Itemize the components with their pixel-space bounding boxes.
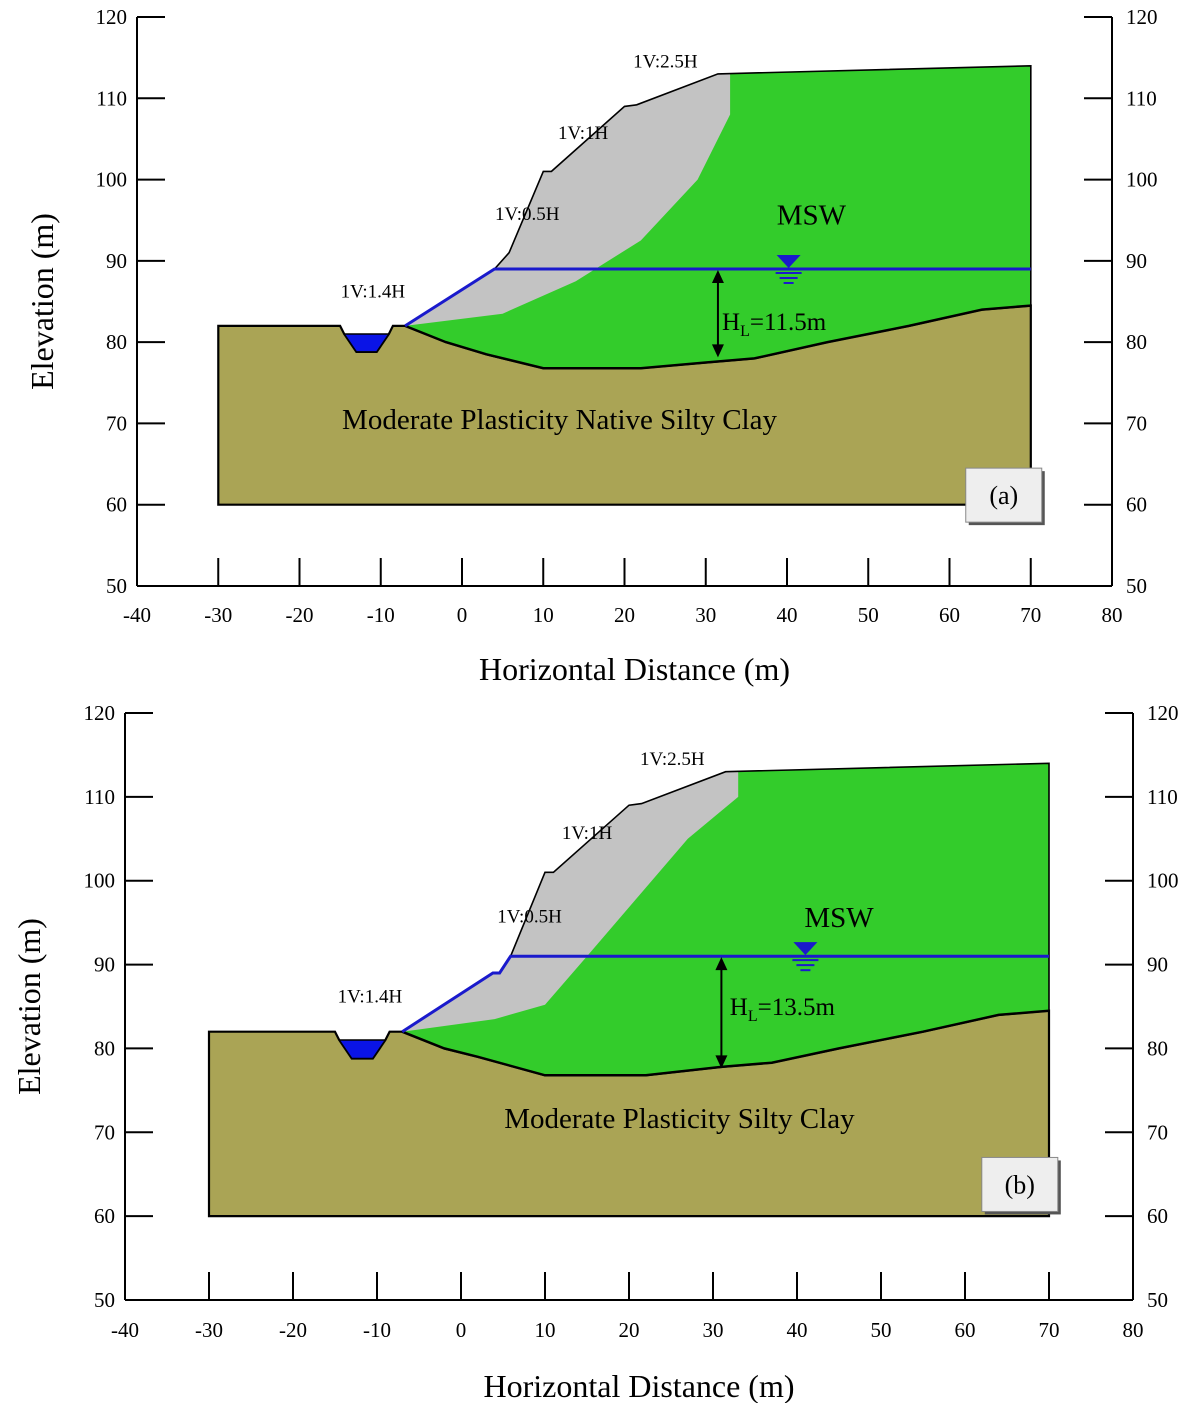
x-tick-label: 10 xyxy=(533,603,554,627)
x-tick-label: -10 xyxy=(367,603,395,627)
slope-label: 1V:0.5H xyxy=(495,204,560,225)
x-tick-label: -20 xyxy=(279,1318,307,1342)
x-tick-label: 40 xyxy=(777,603,798,627)
y-tick-label-right: 110 xyxy=(1126,86,1157,110)
x-tick-label: 30 xyxy=(703,1318,724,1342)
y-tick-label: 100 xyxy=(84,869,116,893)
arrow-head-up xyxy=(711,269,724,283)
y-tick-label-right: 80 xyxy=(1126,330,1147,354)
x-tick-label: 70 xyxy=(1039,1318,1060,1342)
slope-label: 1V:1.4H xyxy=(338,986,403,1007)
y-tick-label: 120 xyxy=(96,5,128,29)
arrow-head-down xyxy=(711,344,724,358)
drainage-pond xyxy=(342,333,391,353)
y-tick-label-right: 70 xyxy=(1147,1120,1168,1144)
msw-region xyxy=(402,763,1049,1076)
y-tick-label: 110 xyxy=(84,785,115,809)
slope-label: 1V:2.5H xyxy=(640,749,705,770)
msw-label: MSW xyxy=(777,199,847,231)
y-tick-label: 70 xyxy=(94,1120,115,1144)
x-tick-label: 0 xyxy=(457,603,468,627)
leachate-head-label: HL=13.5m xyxy=(730,994,836,1025)
x-tick-label: 30 xyxy=(695,603,716,627)
y-tick-label-right: 90 xyxy=(1126,249,1147,273)
x-tick-label: 70 xyxy=(1020,603,1041,627)
foundation-label: Moderate Plasticity Silty Clay xyxy=(504,1103,855,1135)
x-tick-label: 80 xyxy=(1123,1318,1144,1342)
y-tick-label: 60 xyxy=(94,1204,115,1228)
slope-label: 1V:1.4H xyxy=(341,281,406,302)
slope-label: 1V:2.5H xyxy=(633,51,698,72)
water-table-icon xyxy=(776,254,801,268)
y-tick-label: 110 xyxy=(96,86,127,110)
y-tick-label: 60 xyxy=(106,493,127,517)
x-tick-label: -30 xyxy=(195,1318,223,1342)
panel-tag-box xyxy=(981,1156,1059,1212)
x-tick-label: 50 xyxy=(858,603,879,627)
y-tick-label-right: 60 xyxy=(1126,493,1147,517)
x-tick-label: -40 xyxy=(123,603,151,627)
y-tick-label-right: 80 xyxy=(1147,1036,1168,1060)
y-tick-label: 50 xyxy=(94,1288,115,1312)
y-axis-title: Elevation (m) xyxy=(24,213,60,390)
x-tick-label: -20 xyxy=(286,603,314,627)
x-tick-label: -10 xyxy=(363,1318,391,1342)
x-tick-label: 60 xyxy=(939,603,960,627)
slope-label: 1V:1H xyxy=(558,123,609,144)
slope-label: 1V:1H xyxy=(562,823,613,844)
leachate-level-line xyxy=(404,267,1031,328)
arrow-head-up xyxy=(715,957,728,971)
y-tick-label: 90 xyxy=(94,953,115,977)
foundation-label: Moderate Plasticity Native Silty Clay xyxy=(342,404,777,436)
x-axis-title: Horizontal Distance (m) xyxy=(484,1368,795,1403)
y-tick-label-right: 60 xyxy=(1147,1204,1168,1228)
msw-label: MSW xyxy=(804,902,874,934)
y-tick-label: 70 xyxy=(106,411,127,435)
panel-tag-label: (b) xyxy=(1005,1170,1035,1199)
landfill-surface-line xyxy=(404,64,1032,327)
y-tick-label-right: 90 xyxy=(1147,953,1168,977)
panel-tag-box xyxy=(965,467,1043,523)
drainage-pond xyxy=(337,1039,387,1060)
x-tick-label: 20 xyxy=(619,1318,640,1342)
x-tick-label: 10 xyxy=(535,1318,556,1342)
y-tick-label: 80 xyxy=(106,330,127,354)
y-tick-label: 90 xyxy=(106,249,127,273)
y-axis-title: Elevation (m) xyxy=(11,918,47,1095)
panel-tag-label: (a) xyxy=(989,481,1018,510)
x-axis-title: Horizontal Distance (m) xyxy=(479,651,790,687)
y-tick-label-right: 110 xyxy=(1147,785,1178,809)
y-tick-label: 80 xyxy=(94,1036,115,1060)
x-tick-label: 50 xyxy=(871,1318,892,1342)
x-tick-label: 20 xyxy=(614,603,635,627)
y-tick-label-right: 50 xyxy=(1126,574,1147,598)
x-tick-label: -40 xyxy=(111,1318,139,1342)
y-tick-label-right: 120 xyxy=(1126,5,1158,29)
y-tick-label-right: 70 xyxy=(1126,411,1147,435)
y-tick-label: 120 xyxy=(84,701,116,725)
y-tick-label-right: 100 xyxy=(1147,869,1179,893)
arrow-head-down xyxy=(715,1055,728,1069)
x-tick-label: 80 xyxy=(1102,603,1123,627)
slope-label: 1V:0.5H xyxy=(497,907,562,928)
y-tick-label-right: 50 xyxy=(1147,1288,1168,1312)
y-tick-label-right: 100 xyxy=(1126,168,1158,192)
y-tick-label-right: 120 xyxy=(1147,701,1179,725)
x-tick-label: 60 xyxy=(955,1318,976,1342)
x-tick-label: 40 xyxy=(787,1318,808,1342)
x-tick-label: 0 xyxy=(456,1318,467,1342)
cover-soil-region xyxy=(402,771,739,1032)
msw-region xyxy=(405,65,1031,369)
x-tick-label: -30 xyxy=(204,603,232,627)
leachate-level-line xyxy=(401,954,1049,1033)
y-tick-label: 50 xyxy=(106,574,127,598)
y-tick-label: 100 xyxy=(96,168,128,192)
water-table-icon xyxy=(793,942,818,956)
leachate-head-label: HL=11.5m xyxy=(722,309,827,340)
liner-line xyxy=(404,304,1031,370)
cover-soil-region xyxy=(405,73,731,326)
